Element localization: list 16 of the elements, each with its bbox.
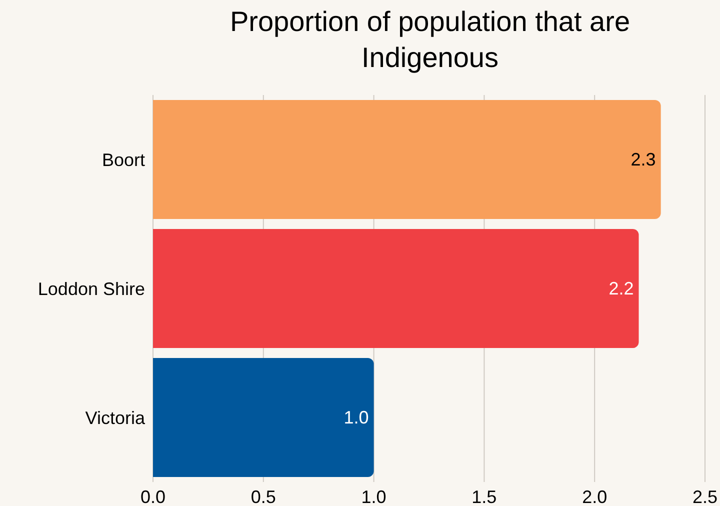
- x-tick-label: 0.0: [140, 486, 166, 506]
- x-tick-label: 2.5: [692, 486, 718, 506]
- y-tick-label: Loddon Shire: [38, 278, 145, 299]
- data-label: 1.0: [344, 408, 369, 428]
- bar: [153, 100, 661, 219]
- bar: [153, 229, 639, 348]
- bar: [153, 358, 374, 477]
- data-label: 2.2: [608, 278, 634, 298]
- y-tick-label: Boort: [102, 150, 145, 170]
- y-tick-label: Victoria: [85, 408, 146, 428]
- data-label: 2.3: [630, 150, 656, 170]
- x-tick-label: 0.5: [250, 486, 276, 506]
- x-tick-label: 1.5: [472, 486, 497, 506]
- x-tick-label: 2.0: [582, 486, 608, 506]
- x-tick-label: 1.0: [361, 486, 386, 506]
- chart-title: Proportion of population that are Indigenous: [228, 5, 632, 75]
